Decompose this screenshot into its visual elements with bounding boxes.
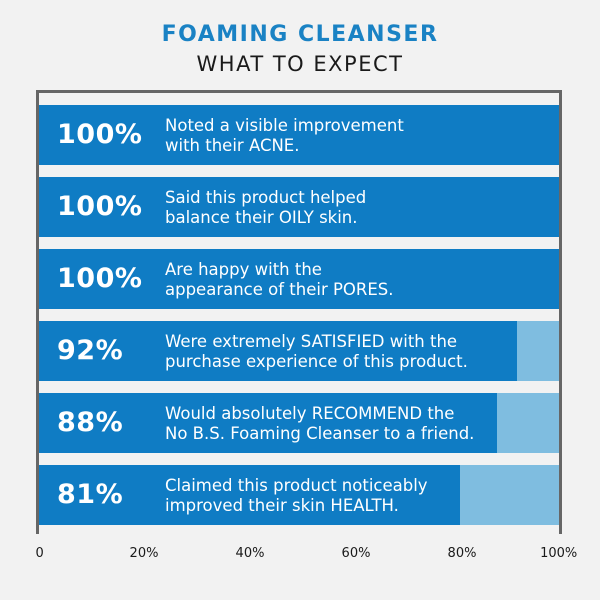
bar-description: Noted a visible improvement with their AC… [165, 116, 555, 156]
x-tick-label: 80% [447, 546, 477, 561]
bar-description-line-1: Noted a visible improvement [165, 116, 404, 135]
bar-value-label: 88% [57, 407, 124, 438]
bar-fill [39, 321, 518, 381]
bar-row-5: 88% Would absolutely RECOMMEND the No B.S.… [39, 393, 559, 453]
x-tick-label: 60% [341, 546, 371, 561]
bar-description-line-1: Are happy with the [165, 260, 322, 279]
bar-description-line-1: Claimed this product noticeably [165, 476, 428, 495]
bar-value-label: 100% [57, 191, 143, 222]
bar-row-2: 100% Said this product helped balance thei… [39, 177, 559, 237]
bar-row-3: 100% Are happy with the appearance of thei… [39, 249, 559, 309]
bar-value-label: 100% [57, 263, 143, 294]
bar-description-line-2: No B.S. Foaming Cleanser to a friend. [165, 424, 475, 443]
bar-value-label: 92% [57, 335, 124, 366]
bar-description-line-2: appearance of their PORES. [165, 280, 394, 299]
bar-value-label: 81% [57, 479, 124, 510]
bar-description-line-1: Were extremely SATISFIED with the [165, 332, 458, 351]
bar-description: Are happy with the appearance of their PO… [165, 260, 555, 300]
bar-description-line-2: with their ACNE. [165, 136, 300, 155]
x-tick-label: 0 [35, 546, 44, 561]
bar-row-6: 81% Claimed this product noticeably improv… [39, 465, 559, 525]
x-axis: 0 20% 40% 60% 80% 100% [0, 546, 600, 576]
bar-row-1: 100% Noted a visible improvement with thei… [39, 105, 559, 165]
bar-fill [39, 465, 461, 525]
plot-area: 100% Noted a visible improvement with thei… [36, 90, 562, 540]
bar-fill [39, 177, 559, 237]
bar-fill [39, 393, 497, 453]
bar-row-4: 92% Were extremely SATISFIED with the purc… [39, 321, 559, 381]
bar-fill [39, 249, 559, 309]
chart-frame [36, 90, 562, 534]
bar-description-line-1: Said this product helped [165, 188, 367, 207]
bar-value-label: 100% [57, 119, 143, 150]
bar-description: Were extremely SATISFIED with the purchas… [165, 332, 555, 372]
bar-description-line-2: improved their skin HEALTH. [165, 496, 399, 515]
x-tick-label: 20% [129, 546, 159, 561]
bar-fill [39, 105, 559, 165]
bar-description-line-2: balance their OILY skin. [165, 208, 358, 227]
bar-description-line-1: Would absolutely RECOMMEND the [165, 404, 455, 423]
bar-description: Said this product helped balance their OI… [165, 188, 555, 228]
chart-title: FOAMING CLEANSER [161, 22, 439, 47]
x-tick-label: 40% [235, 546, 265, 561]
bar-description-line-2: purchase experience of this product. [165, 352, 468, 371]
chart-subtitle: WHAT TO EXPECT [196, 52, 404, 76]
bar-description: Would absolutely RECOMMEND the No B.S. Fo… [165, 404, 555, 444]
bar-description: Claimed this product noticeably improved … [165, 476, 555, 516]
x-tick-label: 100% [540, 546, 578, 561]
